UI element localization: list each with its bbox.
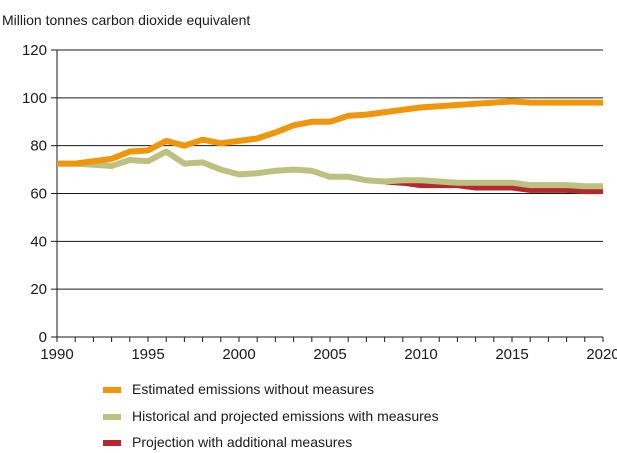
y-axis-ticks: 0 20 40 60 80 100 120	[22, 42, 57, 346]
series-line	[384, 178, 603, 195]
unit-label: Million tonnes carbon dioxide equivalent	[2, 12, 250, 28]
y-tick-label: 60	[30, 186, 47, 203]
series-lines	[57, 98, 603, 195]
y-tick-label: 80	[30, 138, 47, 155]
legend-label: Historical and projected emissions with …	[132, 408, 439, 424]
x-tick-label: 2005	[313, 346, 346, 363]
legend: Estimated emissions without measures Hist…	[103, 381, 439, 450]
x-tick-label: 2000	[222, 346, 255, 363]
legend-label: Estimated emissions without measures	[132, 381, 374, 397]
x-tick-label: 1990	[40, 346, 73, 363]
series-line	[57, 148, 603, 190]
gridlines	[57, 49, 603, 290]
x-tick-label: 2010	[404, 346, 437, 363]
y-tick-label: 40	[30, 233, 47, 250]
y-tick-label: 120	[22, 42, 47, 59]
legend-label: Projection with additional measures	[132, 434, 352, 450]
x-tick-label: 1995	[131, 346, 164, 363]
x-axis-ticks: 1990 1995 2000 2005 2010 2015 2020	[40, 337, 617, 363]
y-tick-label: 0	[39, 329, 47, 346]
x-tick-label: 2020	[586, 346, 617, 363]
series-line	[57, 98, 603, 167]
y-tick-label: 100	[22, 90, 47, 107]
x-tick-label: 2015	[495, 346, 528, 363]
y-tick-label: 20	[30, 281, 47, 298]
